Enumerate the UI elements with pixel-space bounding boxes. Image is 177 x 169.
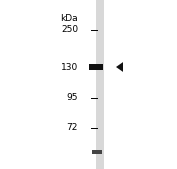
Bar — [92, 150, 102, 154]
Text: 72: 72 — [67, 124, 78, 132]
Text: 95: 95 — [67, 93, 78, 103]
Text: kDa: kDa — [60, 14, 78, 23]
Bar — [96, 0, 104, 169]
Bar — [89, 64, 103, 70]
Text: 250: 250 — [61, 26, 78, 34]
Polygon shape — [116, 62, 123, 72]
Text: 130: 130 — [61, 64, 78, 73]
